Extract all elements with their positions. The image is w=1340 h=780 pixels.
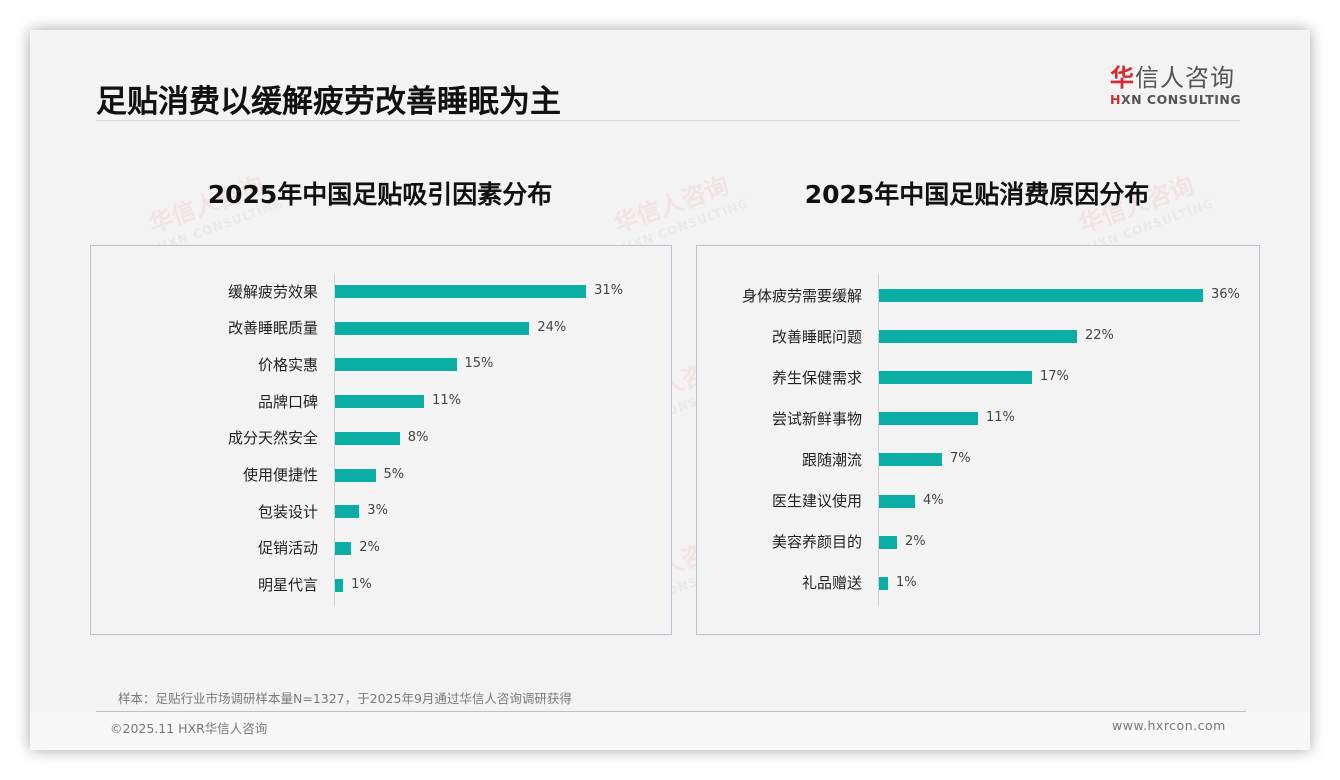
sample-note: 样本：足贴行业市场调研样本量N=1327，于2025年9月通过华信人咨询调研获得 xyxy=(118,691,572,706)
category-label: 跟随潮流 xyxy=(697,449,862,469)
category-label: 改善睡眠问题 xyxy=(697,326,862,346)
bar xyxy=(335,468,376,482)
category-label: 品牌口碑 xyxy=(91,391,318,411)
category-label-text: 礼品赠送 xyxy=(801,574,862,593)
logo-mark: 华 xyxy=(1110,64,1135,92)
value-label: 11% xyxy=(986,410,1015,426)
value-label: 7% xyxy=(950,451,971,467)
bar xyxy=(879,453,942,467)
value-label: 5% xyxy=(383,466,405,482)
category-label-text: 缓解疲劳效果 xyxy=(227,282,318,301)
chart-title-right: 2025年中国足贴消费原因分布 xyxy=(804,180,1150,209)
footer-divider xyxy=(96,711,1246,712)
website-link[interactable]: www.hxrcon.com xyxy=(1112,718,1226,733)
bar xyxy=(335,395,425,409)
logo-text: 信人咨询 xyxy=(1135,64,1235,92)
category-label-text: 价格实惠 xyxy=(257,355,318,374)
category-label-text: 尝试新鲜事物 xyxy=(771,409,862,428)
value-label: 1% xyxy=(351,576,372,592)
bar xyxy=(335,541,352,555)
category-label-text: 养生保健需求 xyxy=(771,368,862,387)
category-label: 尝试新鲜事物 xyxy=(697,408,862,428)
category-label-text: 品牌口碑 xyxy=(257,392,318,411)
category-label: 成分天然安全 xyxy=(91,428,318,448)
category-label-text: 包装设计 xyxy=(257,502,318,521)
category-label: 身体疲劳需要缓解 xyxy=(697,285,862,305)
value-label: 8% xyxy=(407,429,429,445)
bar xyxy=(879,289,1203,302)
category-label: 使用便捷性 xyxy=(91,465,318,485)
bar xyxy=(335,431,400,445)
bar xyxy=(879,371,1032,385)
category-label: 礼品赠送 xyxy=(697,573,862,593)
chart-right: 身体疲劳需要缓解 36% 改善睡眠问题 22% 养生保健需求 17% 尝试新鲜事物 11% 跟随… xyxy=(696,245,1260,635)
slide: 足贴消费以缓解疲劳改善睡眠为主 华信人咨询 HXN CONSULTING 华信人… xyxy=(30,30,1310,750)
value-label: 31% xyxy=(594,283,623,298)
value-label: 11% xyxy=(432,393,461,409)
value-label: 1% xyxy=(896,574,917,590)
footer-bar xyxy=(30,712,1310,750)
bar xyxy=(879,535,897,549)
category-label-text: 明星代言 xyxy=(257,576,318,595)
header-divider xyxy=(96,120,1240,121)
bar xyxy=(335,285,587,298)
bar xyxy=(335,321,530,335)
category-label-text: 医生建议使用 xyxy=(771,492,862,510)
bar xyxy=(335,578,344,592)
category-label: 促销活动 xyxy=(91,538,318,558)
category-label: 改善睡眠质量 xyxy=(91,318,318,338)
logo-en-mark: H xyxy=(1110,92,1121,107)
bar xyxy=(879,576,888,590)
value-label: 2% xyxy=(905,533,926,549)
chart-right-axis xyxy=(878,274,879,606)
logo-en-text: XN CONSULTING xyxy=(1120,92,1242,107)
category-label-text: 美容养颜目的 xyxy=(771,533,862,552)
chart-title-left: 2025年中国足贴吸引因素分布 xyxy=(207,180,553,209)
category-label: 包装设计 xyxy=(91,501,318,521)
bar xyxy=(335,358,457,372)
category-label-text: 促销活动 xyxy=(257,539,318,558)
bar xyxy=(879,494,915,508)
value-label: 3% xyxy=(367,503,388,519)
bar xyxy=(879,330,1077,344)
category-label: 养生保健需求 xyxy=(697,367,862,387)
category-label-text: 身体疲劳需要缓解 xyxy=(741,286,862,305)
copyright: ©2025.11 HXR华信人咨询 xyxy=(110,721,268,736)
category-label: 价格实惠 xyxy=(91,354,318,374)
page-title: 足贴消费以缓解疲劳改善睡眠为主 xyxy=(96,84,561,120)
category-label-text: 改善睡眠问题 xyxy=(771,327,862,346)
category-label-text: 跟随潮流 xyxy=(801,450,862,469)
category-label-text: 成分天然安全 xyxy=(227,429,318,448)
bar xyxy=(335,505,360,519)
value-label: 22% xyxy=(1085,328,1114,344)
category-label: 美容养颜目的 xyxy=(697,532,862,552)
category-label: 明星代言 xyxy=(91,575,318,595)
category-label-text: 改善睡眠质量 xyxy=(227,319,318,338)
category-label: 缓解疲劳效果 xyxy=(91,281,318,301)
chart-left: 缓解疲劳效果 31% 改善睡眠质量 24% 价格实惠 15% 品牌口碑 11% 成分天然安全 8%… xyxy=(90,245,672,635)
value-label: 36% xyxy=(1211,287,1240,302)
category-label: 医生建议使用 xyxy=(697,491,862,511)
category-label-text: 使用便捷性 xyxy=(242,466,318,484)
bar xyxy=(879,412,978,426)
value-label: 2% xyxy=(359,539,380,555)
brand-logo: 华信人咨询 HXN CONSULTING xyxy=(1110,64,1242,107)
value-label: 4% xyxy=(923,492,944,508)
value-label: 17% xyxy=(1040,369,1069,385)
value-label: 24% xyxy=(537,319,567,335)
value-label: 15% xyxy=(464,356,494,372)
chart-left-axis xyxy=(334,274,335,606)
